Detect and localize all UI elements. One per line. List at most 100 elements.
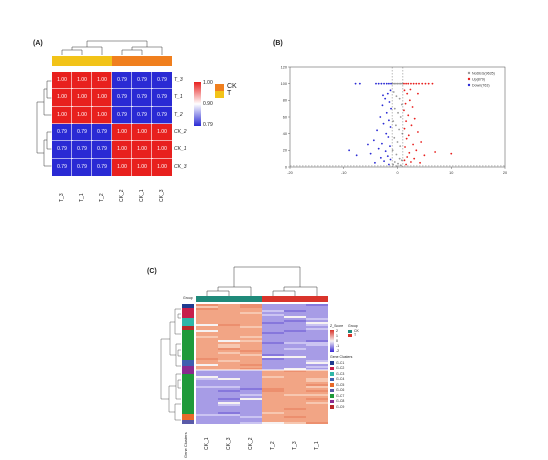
point-up-879- — [419, 161, 421, 164]
point-nodeg-9635- — [391, 149, 394, 152]
heatmap-cell — [306, 372, 328, 375]
heatmap-cell — [306, 420, 328, 423]
heatmap-cell — [306, 352, 328, 355]
point-up-879- — [411, 106, 414, 108]
heatmap-cell — [240, 320, 263, 323]
point-up-879- — [406, 92, 409, 95]
heatmap-cell — [218, 324, 241, 327]
heatmap-cell — [218, 360, 241, 363]
col-label-t-2: T_2 — [99, 193, 105, 202]
heatmap-cell — [218, 342, 241, 345]
legend-marker-up-879- — [467, 77, 471, 81]
heatmap-cell: 1.00 — [71, 70, 93, 91]
heatmap-cell — [306, 376, 328, 379]
point-down-763- — [390, 107, 392, 110]
zscore-tick-m1: -1 — [336, 344, 340, 348]
heatmap-cell — [284, 356, 307, 359]
heatmap-cell — [306, 360, 328, 363]
heatmap-cell — [240, 410, 263, 413]
gene-cluster-segment-g-c3 — [182, 318, 194, 326]
heatmap-cell — [240, 380, 263, 383]
heatmap-cell — [218, 312, 241, 315]
heatmap-cell: 0.79 — [131, 70, 153, 91]
heatmap-cell — [196, 416, 219, 419]
heatmap-cell — [196, 374, 219, 377]
point-down-763- — [372, 139, 375, 142]
cluster-label-g-c9: G-C9 — [336, 404, 345, 409]
panel-c-col-labels: CK_1 CK_3 CK_2 T_2 T_3 T_1 — [196, 428, 328, 453]
heatmap-cell — [306, 336, 328, 339]
heatmap-cell — [306, 410, 328, 413]
heatmap-cell — [284, 348, 307, 351]
y-tick-label: 60 — [283, 115, 287, 119]
heatmap-cell — [306, 418, 328, 421]
panel-a-label: (A) — [33, 40, 43, 47]
heatmap-cell — [240, 304, 263, 307]
legend-label: Down(763) — [472, 83, 490, 87]
heatmap-cell — [218, 350, 241, 353]
heatmap-cell — [240, 392, 263, 395]
heatmap-cell — [284, 358, 307, 361]
zscore-tick-1: 1 — [336, 334, 338, 338]
point-up-879- — [407, 134, 410, 137]
heatmap-cell — [240, 384, 263, 387]
row-label-t-2: T_2 — [174, 111, 183, 118]
heatmap-cell — [284, 396, 307, 399]
heatmap-cell — [306, 390, 328, 393]
point-down-763- — [376, 129, 378, 132]
heatmap-cell: 1.00 — [111, 122, 133, 143]
heatmap-cell — [284, 402, 307, 405]
heatmap-cell — [218, 320, 241, 323]
heatmap-cell — [284, 340, 307, 343]
point-nodeg-9635- — [398, 82, 401, 85]
group-legend-t-label: T — [354, 333, 357, 337]
cluster-swatch-g-c6 — [330, 388, 334, 392]
heatmap-cell — [196, 368, 219, 371]
point-nodeg-9635- — [392, 91, 395, 93]
heatmap-cell: 1.00 — [151, 140, 173, 160]
heatmap-cell — [306, 318, 328, 321]
heatmap-cell — [262, 320, 285, 323]
heatmap-cell: 1.00 — [91, 105, 113, 126]
heatmap-cell: 0.79 — [51, 157, 73, 177]
heatmap-cell — [262, 382, 285, 385]
heatmap-cell — [240, 364, 263, 367]
heatmap-cell — [262, 420, 285, 423]
point-up-879- — [431, 82, 434, 85]
heatmap-cell — [306, 344, 328, 347]
heatmap-cell — [218, 366, 241, 369]
col-label-t-3: T_3 — [292, 441, 298, 450]
heatmap-cell — [306, 414, 328, 417]
heatmap-cell — [284, 320, 307, 323]
heatmap-cell — [196, 306, 219, 309]
point-up-879- — [412, 143, 414, 146]
point-down-763- — [354, 82, 357, 85]
heatmap-cell — [196, 410, 219, 413]
heatmap-cell — [284, 394, 307, 397]
heatmap-cell — [196, 420, 219, 423]
scale-label-mid: 0.90 — [203, 101, 213, 107]
heatmap-cell — [262, 352, 285, 355]
heatmap-cell — [218, 336, 241, 339]
heatmap-cell — [196, 362, 219, 365]
point-up-879- — [413, 117, 416, 120]
panel-a-row-dendrogram — [36, 80, 52, 167]
point-up-879- — [410, 161, 412, 163]
heatmap-cell — [284, 384, 307, 387]
heatmap-cell — [284, 336, 307, 339]
heatmap-cell — [196, 328, 219, 331]
x-tick-label: -10 — [341, 171, 347, 175]
heatmap-cell — [262, 314, 285, 317]
panel-c-label: (C) — [147, 268, 157, 275]
group-bar-ck — [196, 296, 262, 302]
heatmap-cell — [284, 308, 307, 311]
heatmap-cell — [262, 332, 285, 335]
heatmap-cell — [240, 312, 263, 315]
point-down-763- — [386, 92, 389, 95]
heatmap-cell — [218, 344, 241, 347]
point-up-879- — [405, 82, 407, 85]
heatmap-cell — [284, 362, 307, 365]
heatmap-cell — [306, 412, 328, 415]
heatmap-cell — [262, 340, 285, 343]
heatmap-cell — [218, 400, 241, 403]
